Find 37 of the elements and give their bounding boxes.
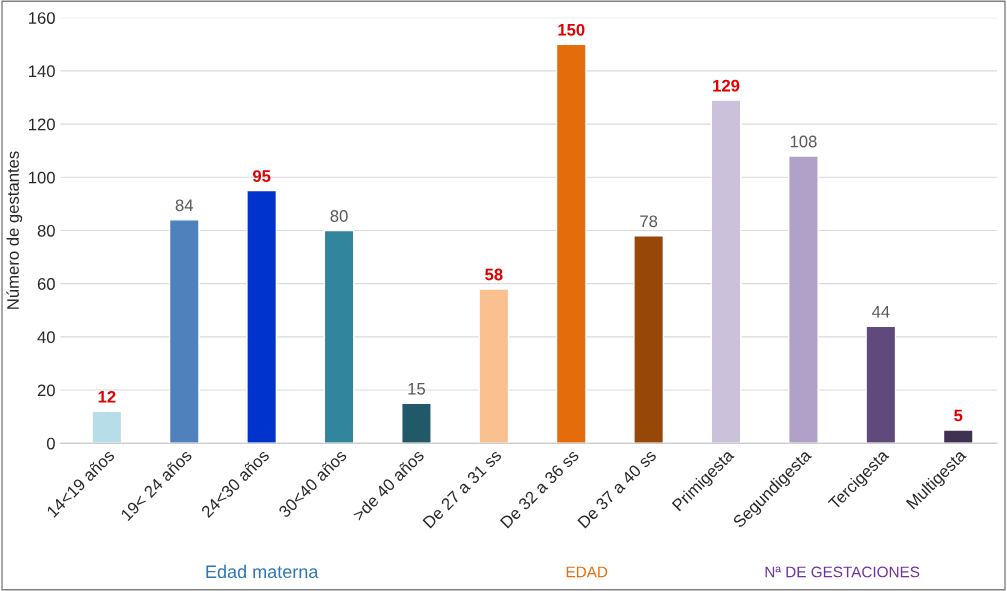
y-tick-label: 80 (37, 224, 55, 237)
y-tick-label: 100 (29, 171, 55, 184)
data-label: 58 (485, 268, 503, 281)
text: Edad materna (206, 564, 319, 579)
y-axis-title: Número de gestantes (6, 151, 23, 309)
data-label: 108 (790, 135, 817, 148)
y-tick-label: 60 (37, 278, 55, 290)
y-tick-label: 40 (37, 331, 55, 344)
text: Nª DE GESTACIONES (765, 566, 920, 578)
bar (168, 219, 200, 444)
bar (401, 402, 432, 444)
data-label: 78 (640, 215, 658, 228)
y-tick-label: 160 (29, 12, 55, 24)
y-tick-label: 0 (46, 437, 55, 450)
data-label: 44 (871, 305, 890, 318)
data-label: 150 (558, 23, 585, 36)
data-label: 129 (713, 79, 740, 92)
bar (942, 429, 974, 444)
data-label: 95 (252, 170, 271, 182)
data-label: 84 (175, 199, 194, 212)
bar (91, 410, 123, 444)
bar (246, 189, 278, 444)
data-label: 80 (330, 210, 348, 222)
y-tick-label: 120 (29, 118, 55, 131)
data-label: 5 (954, 409, 963, 422)
data-label: 12 (98, 390, 116, 403)
bar (555, 43, 587, 444)
text: EDAD (566, 566, 608, 578)
y-tick-label: 20 (37, 384, 55, 397)
bar (478, 288, 510, 444)
y-tick-label: 140 (29, 65, 55, 78)
bar (633, 235, 665, 444)
bar (788, 155, 819, 444)
bar (323, 229, 355, 444)
bar (710, 99, 742, 444)
data-label: 15 (408, 383, 426, 395)
bar (865, 325, 897, 444)
